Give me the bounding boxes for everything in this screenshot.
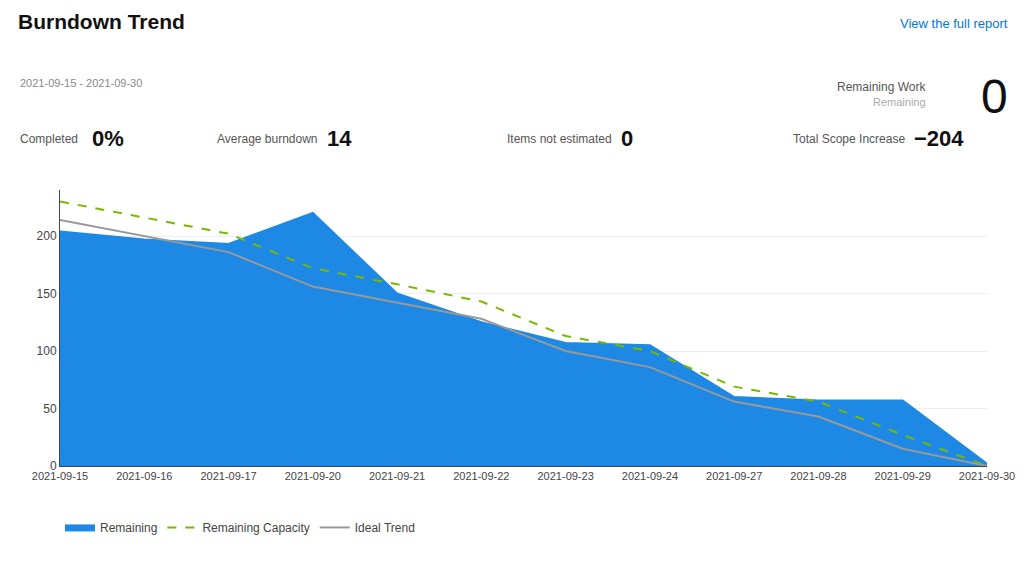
svg-text:2021-09-23: 2021-09-23 [537,470,593,482]
svg-text:Items not estimated: Items not estimated [507,132,612,146]
svg-text:2021-09-15: 2021-09-15 [32,470,88,482]
svg-text:0: 0 [50,459,57,473]
svg-text:50: 50 [43,402,57,416]
svg-text:2021-09-21: 2021-09-21 [369,470,425,482]
svg-text:Burndown Trend: Burndown Trend [18,10,185,33]
svg-text:−204: −204 [914,126,964,151]
svg-text:2021-09-24: 2021-09-24 [622,470,678,482]
svg-text:Remaining: Remaining [100,521,157,535]
svg-text:2021-09-29: 2021-09-29 [875,470,931,482]
svg-text:2021-09-15 - 2021-09-30: 2021-09-15 - 2021-09-30 [20,77,142,89]
svg-text:Total Scope Increase: Total Scope Increase [793,132,905,146]
svg-text:0%: 0% [92,126,124,151]
svg-text:Remaining Work: Remaining Work [837,80,926,94]
svg-text:Remaining: Remaining [873,96,926,108]
svg-text:200: 200 [37,229,57,243]
svg-text:0: 0 [621,126,633,151]
svg-text:2021-09-27: 2021-09-27 [706,470,762,482]
svg-text:View the full report: View the full report [900,16,1008,31]
svg-text:2021-09-20: 2021-09-20 [285,470,341,482]
svg-text:Completed: Completed [20,132,78,146]
svg-text:0: 0 [981,70,1008,123]
svg-text:2021-09-22: 2021-09-22 [453,470,509,482]
svg-text:14: 14 [327,126,352,151]
svg-text:Ideal Trend: Ideal Trend [355,521,415,535]
svg-text:Average burndown: Average burndown [217,132,318,146]
svg-text:2021-09-30: 2021-09-30 [959,470,1015,482]
svg-text:2021-09-17: 2021-09-17 [200,470,256,482]
svg-text:2021-09-16: 2021-09-16 [116,470,172,482]
svg-text:Remaining Capacity: Remaining Capacity [202,521,309,535]
svg-text:100: 100 [37,344,57,358]
svg-text:2021-09-28: 2021-09-28 [790,470,846,482]
svg-text:150: 150 [37,287,57,301]
